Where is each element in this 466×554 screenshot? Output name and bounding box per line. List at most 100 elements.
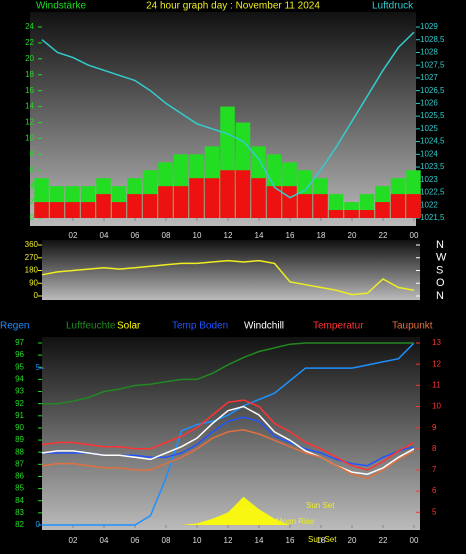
x-tick-label: 14 xyxy=(255,536,264,545)
plot-area xyxy=(42,337,420,530)
y-tick-label: 0 xyxy=(34,291,39,300)
y2-tick-label: 1028 xyxy=(420,48,438,57)
bar xyxy=(65,202,80,218)
y-tick-label: 12 xyxy=(25,118,34,127)
y2-tick-label: 1023,5 xyxy=(420,162,445,171)
legend-entry: Temperatur xyxy=(313,321,364,332)
y-tick-label: 8 xyxy=(30,149,35,158)
y-tick-label: 90 xyxy=(29,278,38,287)
bar xyxy=(173,186,189,218)
x-tick-label: 16 xyxy=(286,536,295,545)
y2-tick-label: 1022 xyxy=(420,200,438,209)
y3-tick-label: 5 xyxy=(36,363,41,372)
y2-tick-label: 1029 xyxy=(420,22,438,31)
bar xyxy=(297,194,313,218)
y2-tick-label: 1026,5 xyxy=(420,86,445,95)
bar xyxy=(375,202,390,218)
x-tick-label: 20 xyxy=(348,231,357,240)
x-tick-label: 02 xyxy=(69,536,78,545)
y2-tick-label: 1024 xyxy=(420,149,438,158)
x-tick-label: 12 xyxy=(224,231,233,240)
y-tick-label: 16 xyxy=(25,86,34,95)
bar xyxy=(96,194,111,218)
bar xyxy=(142,194,158,218)
x-tick-label: 00 xyxy=(410,231,419,240)
x-tick-label: 02 xyxy=(69,231,78,240)
area xyxy=(42,496,414,525)
x-tick-label: 22 xyxy=(379,536,388,545)
annotation: Moon Rise xyxy=(276,517,315,526)
y-tick-label: 82 xyxy=(15,520,24,529)
bar xyxy=(406,194,421,218)
x-tick-label: 12 xyxy=(224,536,233,545)
chart-title: 24 hour graph day : November 11 2024 xyxy=(146,1,320,12)
bar xyxy=(251,178,266,218)
x-tick-label: 06 xyxy=(131,231,140,240)
bar xyxy=(49,202,65,218)
y-tick-label: 94 xyxy=(15,375,24,384)
y-tick-label: 91 xyxy=(15,411,24,420)
y2-tick-label: 1025 xyxy=(420,124,438,133)
y2-tick-label: 12 xyxy=(432,359,441,368)
bar xyxy=(266,186,282,218)
x-tick-label: 20 xyxy=(348,536,357,545)
line xyxy=(42,342,414,405)
y-axis-label: Windstärke xyxy=(36,1,86,12)
x-tick-label: 14 xyxy=(255,231,264,240)
plot-area xyxy=(42,240,420,300)
y-tick-label: 95 xyxy=(15,362,24,371)
x-tick-label: 10 xyxy=(193,536,202,545)
bar xyxy=(344,210,359,218)
x-tick-label: 22 xyxy=(379,231,388,240)
bar xyxy=(390,194,406,218)
bar xyxy=(111,202,127,218)
x-tick-label: 18 xyxy=(317,536,326,545)
y2-tick-label: 10 xyxy=(432,402,441,411)
x-tick-label: 10 xyxy=(193,231,202,240)
legend-entry: Temp Boden xyxy=(172,321,228,332)
y-tick-label: 2 xyxy=(30,197,35,206)
legend-entry: Regen xyxy=(0,321,29,332)
y-tick-label: 90 xyxy=(15,423,24,432)
y-tick-label: 4 xyxy=(30,181,35,190)
y2-tick-label: 1027 xyxy=(420,73,438,82)
y2-tick-label: 5 xyxy=(432,507,437,516)
y2-tick-label: 1023 xyxy=(420,175,438,184)
x-tick-label: 00 xyxy=(410,536,419,545)
line xyxy=(41,31,415,199)
y-tick-label: 22 xyxy=(25,38,34,47)
line xyxy=(41,405,415,475)
y2-tick-label: 11 xyxy=(432,380,441,389)
y-tick-label: 20 xyxy=(25,54,34,63)
y2-tick-label: O xyxy=(436,277,445,289)
x-tick-label: 18 xyxy=(317,231,326,240)
bar xyxy=(204,178,220,218)
line xyxy=(41,399,415,471)
y-tick-label: 87 xyxy=(15,459,24,468)
legend-entry: Luftfeuchte xyxy=(66,321,116,332)
y2-tick-label: 1027,5 xyxy=(420,60,445,69)
y2-tick-label: 9 xyxy=(432,423,437,432)
y2-tick-label: 6 xyxy=(432,486,437,495)
annotation: Sun Set xyxy=(306,501,335,510)
y2-tick-label: 8 xyxy=(432,444,437,453)
line xyxy=(41,259,415,296)
bar xyxy=(235,170,251,218)
y2-tick-label: 1025,5 xyxy=(420,111,445,120)
bar xyxy=(158,186,173,218)
y-tick-label: 360 xyxy=(25,240,39,249)
y2-tick-label: W xyxy=(436,252,447,264)
bar xyxy=(34,202,49,218)
y-tick-label: 89 xyxy=(15,435,24,444)
bar xyxy=(282,186,297,218)
y-tick-label: 6 xyxy=(30,165,35,174)
x-tick-label: 08 xyxy=(162,536,171,545)
bar xyxy=(359,210,375,218)
y-tick-label: 270 xyxy=(25,253,39,262)
legend-entry: Taupunkt xyxy=(392,321,433,332)
y-tick-label: 86 xyxy=(15,472,24,481)
legend-entry: Windchill xyxy=(244,321,284,332)
y2-tick-label: 1026 xyxy=(420,99,438,108)
y-tick-label: 92 xyxy=(15,399,24,408)
